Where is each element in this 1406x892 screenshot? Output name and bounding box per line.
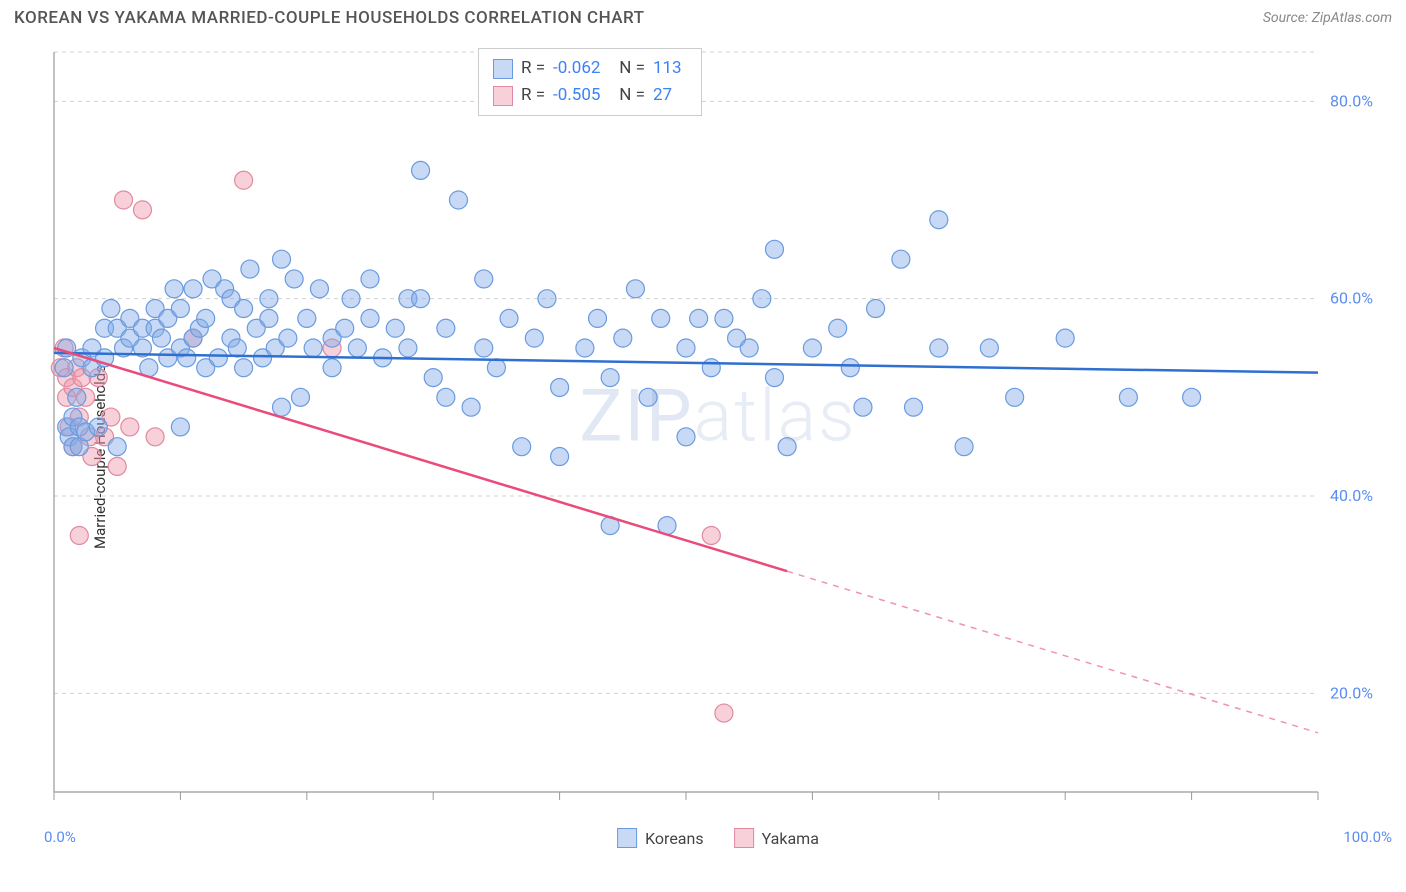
scatter-plot-svg: 20.0% 40.0% 60.0% 80.0% [48, 42, 1388, 822]
chart-container: Married-couple Households 20.0%40.0%60.0… [0, 32, 1406, 882]
x-axis-start-label: 0.0% [44, 828, 76, 846]
correlation-info-box: R = -0.062 N = 113 R = -0.505 N = 27 [478, 48, 702, 116]
info-row: R = -0.062 N = 113 [493, 55, 687, 82]
series-swatch [493, 59, 513, 79]
legend-swatch [734, 828, 754, 848]
chart-header: KOREAN VS YAKAMA MARRIED-COUPLE HOUSEHOL… [0, 0, 1406, 32]
plot-area: 20.0%40.0%60.0%80.0% ZIPatlas R =-0.062 … [48, 42, 1388, 822]
n-value: 113 [653, 55, 687, 82]
r-value: -0.062 [553, 55, 607, 82]
svg-text:20.0%: 20.0% [1330, 683, 1373, 702]
legend-item: Koreans [617, 828, 704, 848]
svg-text:60.0%: 60.0% [1330, 289, 1373, 308]
r-value: -0.505 [553, 82, 607, 109]
legend-swatch [617, 828, 637, 848]
n-label: N = [615, 82, 645, 109]
r-label: R = [521, 82, 545, 109]
n-value: 27 [653, 82, 687, 109]
svg-text:80.0%: 80.0% [1330, 91, 1373, 110]
r-label: R = [521, 55, 545, 82]
legend-item: Yakama [734, 828, 819, 848]
svg-text:40.0%: 40.0% [1330, 486, 1373, 505]
info-row: R = -0.505 N = 27 [493, 82, 687, 109]
x-axis-end-label: 100.0% [1343, 828, 1392, 846]
n-label: N = [615, 55, 645, 82]
legend-label: Yakama [762, 829, 819, 848]
chart-source: Source: ZipAtlas.com [1263, 10, 1392, 26]
chart-title: KOREAN VS YAKAMA MARRIED-COUPLE HOUSEHOL… [14, 8, 645, 28]
legend-label: Koreans [645, 829, 704, 848]
series-swatch [493, 86, 513, 106]
series-legend: Koreans Yakama [617, 828, 819, 848]
